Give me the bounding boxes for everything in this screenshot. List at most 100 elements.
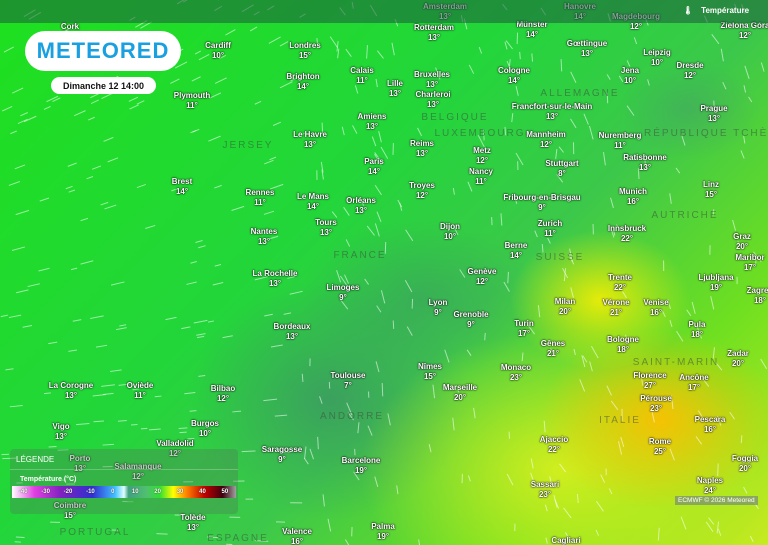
city-marker[interactable]: Cologne 14° (498, 66, 530, 86)
city-marker[interactable]: Foggia 20° (732, 454, 758, 474)
wind-streak (606, 74, 611, 80)
city-marker[interactable]: Zagreb18° (747, 286, 768, 306)
city-marker[interactable]: Venise 16° (643, 298, 668, 318)
wind-streak (555, 149, 558, 159)
city-marker[interactable]: Nancy 11° (469, 167, 493, 187)
city-marker[interactable]: Sassari 23° (531, 480, 559, 500)
forecast-datetime[interactable]: Dimanche 12 14:00 (51, 77, 156, 94)
meteored-logo[interactable]: METEORED (25, 31, 181, 71)
city-marker[interactable]: Nîmes 15° (418, 362, 442, 382)
city-marker[interactable]: Paris 14° (364, 157, 384, 177)
city-marker[interactable]: Londres 15° (289, 41, 321, 61)
city-marker[interactable]: Le Havre 13° (293, 130, 327, 150)
city-marker[interactable]: Tours 13° (315, 218, 337, 238)
city-marker[interactable]: Bruxelles 13° (414, 70, 450, 90)
city-marker[interactable]: Palma 19° (371, 522, 395, 542)
city-marker[interactable]: Naples 24° (697, 476, 723, 496)
city-marker[interactable]: Stuttgart 8° (545, 159, 578, 179)
city-marker[interactable]: Cardiff 10° (205, 41, 231, 61)
city-marker[interactable]: Bilbao 12° (211, 384, 235, 404)
city-marker[interactable]: La Corogne 13° (49, 381, 93, 401)
city-marker[interactable]: Orléans 13° (346, 196, 376, 216)
city-marker[interactable]: Rennes 11° (246, 188, 275, 208)
city-marker[interactable]: Berne 14° (505, 241, 528, 261)
city-marker[interactable]: Pérouse 23° (640, 394, 672, 414)
city-marker[interactable]: Nantes 13° (251, 227, 278, 247)
city-marker[interactable]: Pula 18° (689, 320, 706, 340)
city-marker[interactable]: Reims 13° (410, 139, 434, 159)
city-marker[interactable]: Porto 13° (70, 454, 91, 474)
wind-streak (207, 320, 215, 323)
city-marker[interactable]: Nuremberg 11° (599, 131, 642, 151)
city-marker[interactable]: Ajaccio 22° (540, 435, 568, 455)
city-marker[interactable]: Prague 13° (700, 104, 727, 124)
city-marker[interactable]: Jena 10° (621, 66, 639, 86)
city-marker[interactable]: Brest 14° (172, 177, 192, 197)
city-marker[interactable]: Barcelone 19° (342, 456, 381, 476)
layer-selector[interactable]: 🌡 Température (683, 6, 749, 15)
city-marker[interactable]: Ancône 17° (679, 373, 708, 393)
city-marker[interactable]: Pescara 16° (695, 415, 726, 435)
city-marker[interactable]: Ratisbonne 13° (623, 153, 667, 173)
city-marker[interactable]: Lyon 9° (429, 298, 448, 318)
city-marker[interactable]: Trente 22° (608, 273, 632, 293)
city-marker[interactable]: Grenoble 9° (453, 310, 488, 330)
wind-streak (681, 134, 686, 146)
city-marker[interactable]: Graz 20° (733, 232, 751, 252)
city-marker[interactable]: Zadar 20° (727, 349, 749, 369)
city-marker[interactable]: Toulouse 7° (331, 371, 366, 391)
city-marker[interactable]: Valladolid 12° (156, 439, 193, 459)
city-marker[interactable]: Lille 13° (387, 79, 403, 99)
legend[interactable]: LÉGENDE Température (°C) -40 -30 -20 -10 0 10… (10, 449, 238, 514)
city-marker[interactable]: Calais 11° (350, 66, 374, 86)
city-marker[interactable]: Turin 17° (514, 319, 533, 339)
city-marker[interactable]: Saragosse 9° (262, 445, 302, 465)
city-marker[interactable]: Linz 15° (703, 180, 719, 200)
city-marker[interactable]: Salamanque 12° (114, 462, 161, 482)
city-marker[interactable]: Rome 25° (649, 437, 671, 457)
wind-streak (343, 206, 350, 216)
city-marker[interactable]: Amiens 13° (358, 112, 387, 132)
city-marker[interactable]: Vérone 21° (602, 298, 629, 318)
city-marker[interactable]: Milan 20° (555, 297, 575, 317)
city-marker[interactable]: Bordeaux 13° (274, 322, 311, 342)
city-marker[interactable]: Oviède 11° (127, 381, 154, 401)
city-marker[interactable]: Zurich 11° (538, 219, 562, 239)
city-marker[interactable]: La Rochelle 13° (253, 269, 298, 289)
city-marker[interactable]: Dijon 10° (440, 222, 460, 242)
city-marker[interactable]: Dresde 12° (676, 61, 703, 81)
city-marker[interactable]: Innsbruck 22° (608, 224, 646, 244)
city-marker[interactable]: Plymouth 11° (174, 91, 210, 111)
wind-streak (198, 53, 210, 61)
city-marker[interactable]: Ljubljana 19° (698, 273, 733, 293)
city-marker[interactable]: Tolède 13° (180, 513, 205, 533)
city-marker[interactable]: Limoges 9° (327, 283, 360, 303)
city-marker[interactable]: Leipzig 10° (643, 48, 671, 68)
city-marker[interactable]: Cagliari (551, 536, 580, 545)
city-marker[interactable]: Florence 27° (633, 371, 666, 391)
city-marker[interactable]: Gênes 21° (541, 339, 565, 359)
city-marker[interactable]: Troyes 12° (409, 181, 435, 201)
city-marker[interactable]: Genève 12° (468, 267, 497, 287)
city-marker[interactable]: Metz 12° (473, 146, 491, 166)
city-marker[interactable]: Charleroi 13° (415, 90, 450, 110)
city-marker[interactable]: Maribor 17° (735, 253, 764, 273)
city-marker[interactable]: Gœttingue 13° (567, 39, 607, 59)
city-marker[interactable]: Valence 16° (282, 527, 312, 545)
city-marker[interactable]: Münster 14° (516, 20, 547, 40)
city-marker[interactable]: Mannheim 12° (526, 130, 566, 150)
city-marker[interactable]: Francfort-sur-le-Main 13° (512, 102, 592, 122)
city-marker[interactable]: Coimbre 15° (54, 501, 86, 521)
city-marker[interactable]: Zielona Góra 12° (721, 21, 768, 41)
city-marker[interactable]: Marseille 20° (443, 383, 477, 403)
city-marker[interactable]: Vigo 13° (52, 422, 69, 442)
city-marker[interactable]: Monaco 23° (501, 363, 531, 383)
city-marker[interactable]: Bologne 18° (607, 335, 639, 355)
city-marker[interactable]: Brighton 14° (286, 72, 319, 92)
city-marker[interactable]: Le Mans 14° (297, 192, 329, 212)
city-marker[interactable]: Rotterdam 13° (414, 23, 454, 43)
city-marker[interactable]: Fribourg-en-Brisgau 9° (503, 193, 580, 213)
city-marker[interactable]: Cork (61, 22, 79, 32)
city-marker[interactable]: Burgos 10° (191, 419, 219, 439)
city-marker[interactable]: Munich 16° (619, 187, 647, 207)
